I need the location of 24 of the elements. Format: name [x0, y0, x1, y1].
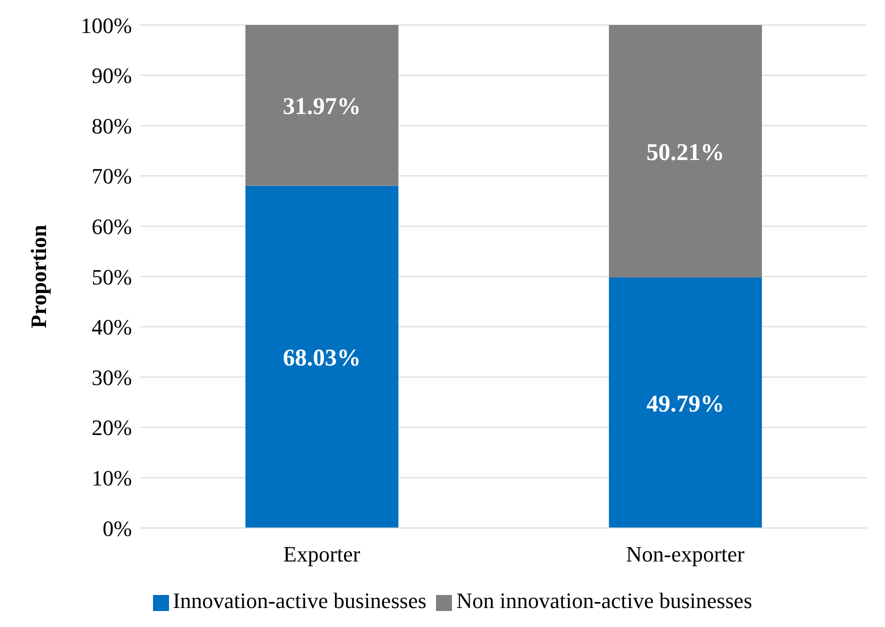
y-tick-label: 90%: [92, 63, 132, 88]
bar: [245, 25, 398, 186]
bar: [608, 278, 762, 528]
bar: [245, 186, 398, 528]
y-tick-label: 60%: [92, 214, 132, 240]
y-tick-label: 20%: [92, 415, 132, 440]
y-tick-label: 30%: [92, 364, 132, 390]
x-tick-label: Exporter: [283, 542, 361, 567]
legend-label: Innovation-active businesses: [172, 588, 426, 613]
data-label: 50.21%: [646, 140, 724, 166]
x-tick-label: Non-exporter: [626, 542, 746, 567]
data-label: 31.97%: [282, 94, 361, 120]
y-tick-label: 50%: [92, 264, 132, 290]
data-label: 68.03%: [282, 345, 361, 372]
y-axis-title: Proportion: [26, 224, 51, 328]
y-tick-label: 0%: [102, 516, 132, 541]
y-tick-label: 80%: [92, 113, 132, 138]
y-tick-label: 100%: [80, 12, 132, 38]
y-tick-label: 70%: [92, 164, 132, 189]
legend-label: Non innovation-active businesses: [456, 588, 752, 613]
bar: [608, 25, 762, 278]
y-tick-label: 10%: [92, 466, 132, 491]
data-label: 49.79%: [646, 391, 724, 418]
y-tick-label: 40%: [92, 314, 132, 340]
